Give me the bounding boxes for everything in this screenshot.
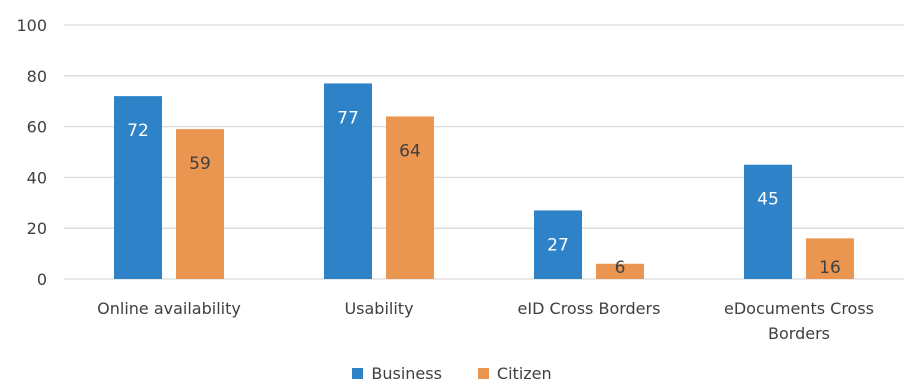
legend-swatch-business: [352, 367, 364, 379]
y-tick-label: 60: [27, 118, 47, 137]
category-label: Usability: [344, 299, 413, 318]
legend-label-business: Business: [371, 363, 442, 383]
y-tick-label: 20: [27, 219, 47, 238]
category-label: Borders: [768, 324, 830, 343]
legend-item-citizen: Citizen: [477, 363, 552, 383]
data-label: 16: [819, 258, 841, 278]
bar: [596, 263, 644, 279]
bar: [114, 96, 162, 280]
category-label: eDocuments Cross: [724, 299, 874, 318]
bar-chart: 0 20 40 60 80 100 72 59 77 64 27 6 45 16 Online avai…: [16, 16, 904, 343]
bar: [386, 116, 434, 279]
data-label: 45: [757, 190, 779, 210]
data-label: 77: [337, 108, 359, 128]
bar: [324, 83, 372, 279]
data-label: 64: [399, 141, 421, 161]
legend: Business Citizen: [0, 362, 904, 384]
y-tick-label: 100: [16, 16, 47, 35]
y-axis-ticks: 0 20 40 60 80 100: [16, 16, 47, 289]
bar: [534, 210, 582, 279]
bar: [806, 238, 854, 279]
legend-item-business: Business: [352, 364, 442, 383]
legend-label-citizen: Citizen: [496, 363, 552, 383]
y-tick-label: 80: [27, 67, 47, 86]
data-label: 72: [127, 121, 149, 141]
category-labels: Online availability Usability eID Cross Bo…: [97, 299, 874, 343]
category-label: eID Cross Borders: [518, 299, 661, 318]
data-labels: 72 59 77 64 27 6 45 16: [127, 108, 841, 278]
bars: [114, 83, 854, 280]
data-label: 27: [547, 235, 569, 255]
bar: [176, 129, 224, 279]
data-label: 6: [615, 258, 626, 278]
category-label: Online availability: [97, 299, 241, 318]
y-tick-label: 0: [37, 270, 47, 289]
legend-swatch-citizen: [477, 367, 489, 379]
y-tick-label: 40: [27, 168, 47, 187]
data-label: 59: [189, 154, 211, 174]
bar: [744, 164, 792, 279]
